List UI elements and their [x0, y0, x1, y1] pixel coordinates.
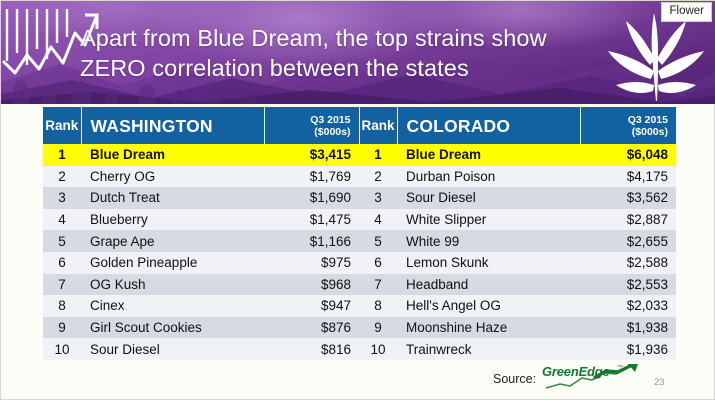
- cell-value-colorado: $2,887: [580, 208, 676, 231]
- cell-rank-colorado: 6: [359, 251, 397, 274]
- greenedge-growth-line-icon: [545, 364, 638, 389]
- cell-rank-washington: 6: [43, 251, 81, 274]
- cell-rank-washington: 10: [43, 338, 81, 360]
- cell-rank-colorado: 3: [359, 187, 397, 209]
- cell-strain-colorado: Blue Dream: [397, 144, 580, 166]
- cell-rank-colorado: 9: [359, 316, 397, 339]
- cell-strain-washington: Cherry OG: [81, 165, 264, 188]
- cell-value-colorado: $1,938: [580, 316, 676, 339]
- page-title: Apart from Blue Dream, the top strains s…: [80, 25, 547, 81]
- table-row[interactable]: 1 Blue Dream $3,415 1 Blue Dream $6,048: [43, 144, 676, 166]
- cell-rank-colorado: 2: [359, 165, 397, 188]
- col-header-value-colorado-line2: ($000s): [631, 125, 668, 138]
- table-row[interactable]: 5 Grape Ape $1,166 5 White 99 $2,655: [43, 230, 676, 252]
- cannabis-leaf-icon: [608, 13, 704, 101]
- col-header-washington: WASHINGTON: [81, 107, 265, 144]
- cell-value-colorado: $2,588: [580, 251, 676, 274]
- cell-value-washington: $816: [264, 338, 359, 360]
- col-header-value-colorado: Q3 2015 ($000s): [580, 107, 676, 144]
- cell-value-colorado: $1,936: [580, 338, 676, 360]
- table-header-row: Rank WASHINGTON Q3 2015 ($000s) Rank COL…: [43, 107, 676, 144]
- cell-value-washington: $968: [264, 273, 359, 296]
- cell-strain-washington: Blue Dream: [81, 144, 264, 166]
- cell-rank-washington: 2: [43, 165, 81, 188]
- cell-rank-washington: 8: [43, 295, 81, 317]
- cell-value-colorado: $2,655: [580, 230, 676, 252]
- col-header-rank-colorado: Rank: [359, 107, 398, 144]
- cell-strain-colorado: White Slipper: [397, 208, 580, 231]
- col-header-value-washington: Q3 2015 ($000s): [264, 107, 360, 144]
- cell-rank-washington: 1: [43, 144, 81, 166]
- cell-value-washington: $3,415: [264, 144, 359, 166]
- cell-rank-colorado: 8: [359, 295, 397, 317]
- cell-rank-colorado: 10: [359, 338, 397, 360]
- greenedge-logo-trademark: ™: [617, 365, 623, 371]
- cell-value-washington: $876: [264, 316, 359, 339]
- cell-value-washington: $1,475: [264, 208, 359, 231]
- col-header-colorado: COLORADO: [397, 107, 581, 144]
- cell-strain-colorado: Lemon Skunk: [397, 251, 580, 274]
- cell-strain-colorado: Hell's Angel OG: [397, 295, 580, 317]
- cell-strain-colorado: Durban Poison: [397, 165, 580, 188]
- cell-strain-washington: Sour Diesel: [81, 338, 264, 360]
- cell-value-colorado: $3,562: [580, 187, 676, 209]
- source-label: Source:: [493, 372, 537, 386]
- table-row[interactable]: 6 Golden Pineapple $975 6 Lemon Skunk $2,588: [43, 251, 676, 274]
- table-row[interactable]: 4 Blueberry $1,475 4 White Slipper $2,887: [43, 208, 676, 231]
- col-header-value-washington-line2: ($000s): [314, 125, 351, 138]
- table-row[interactable]: 9 Girl Scout Cookies $876 9 Moonshine Haze $1…: [43, 316, 676, 339]
- table-header: Rank WASHINGTON Q3 2015 ($000s) Rank COL…: [43, 107, 676, 144]
- col-header-value-colorado-line1: Q3 2015: [627, 113, 668, 126]
- table-row[interactable]: 2 Cherry OG $1,769 2 Durban Poison $4,175: [43, 165, 676, 188]
- col-header-rank-washington: Rank: [43, 107, 82, 144]
- cell-rank-colorado: 7: [359, 273, 397, 296]
- cell-value-colorado: $6,048: [580, 144, 676, 166]
- cell-value-colorado: $2,553: [580, 273, 676, 296]
- cell-strain-washington: OG Kush: [81, 273, 264, 296]
- cell-value-washington: $975: [264, 251, 359, 274]
- cell-rank-colorado: 1: [359, 144, 397, 166]
- cell-rank-washington: 9: [43, 316, 81, 339]
- cell-rank-washington: 5: [43, 230, 81, 252]
- cell-strain-washington: Cinex: [81, 295, 264, 317]
- cell-rank-colorado: 4: [359, 208, 397, 231]
- cell-value-colorado: $2,033: [580, 295, 676, 317]
- header-banner: Apart from Blue Dream, the top strains s…: [1, 1, 715, 104]
- greenedge-logo: GreenEdge ™: [542, 364, 638, 390]
- cell-strain-washington: Golden Pineapple: [81, 251, 264, 274]
- table-row[interactable]: 3 Dutch Treat $1,690 3 Sour Diesel $3,562: [43, 187, 676, 209]
- cell-value-washington: $1,166: [264, 230, 359, 252]
- cell-rank-washington: 7: [43, 273, 81, 296]
- cell-rank-washington: 4: [43, 208, 81, 231]
- greenedge-logo-text: GreenEdge: [542, 364, 610, 379]
- cell-value-washington: $1,769: [264, 165, 359, 188]
- cell-strain-colorado: White 99: [397, 230, 580, 252]
- cell-strain-washington: Blueberry: [81, 208, 264, 231]
- cell-strain-colorado: Headband: [397, 273, 580, 296]
- line-chart-icon: [1, 9, 99, 75]
- cell-strain-colorado: Trainwreck: [397, 338, 580, 360]
- table-row[interactable]: 8 Cinex $947 8 Hell's Angel OG $2,033: [43, 295, 676, 317]
- category-badge-flower[interactable]: Flower: [661, 2, 712, 22]
- cell-value-colorado: $4,175: [580, 165, 676, 188]
- table-row[interactable]: 7 OG Kush $968 7 Headband $2,553: [43, 273, 676, 296]
- cell-strain-colorado: Moonshine Haze: [397, 316, 580, 339]
- cell-strain-colorado: Sour Diesel: [397, 187, 580, 209]
- page-number: 23: [654, 377, 665, 388]
- table-row[interactable]: 10 Sour Diesel $816 10 Trainwreck $1,936: [43, 338, 676, 360]
- col-header-value-washington-line1: Q3 2015: [310, 113, 351, 126]
- table-body: 1 Blue Dream $3,415 1 Blue Dream $6,048 2 Cherr…: [43, 144, 676, 360]
- cell-strain-washington: Girl Scout Cookies: [81, 316, 264, 339]
- cell-rank-washington: 3: [43, 187, 81, 209]
- cell-strain-washington: Dutch Treat: [81, 187, 264, 209]
- cell-strain-washington: Grape Ape: [81, 230, 264, 252]
- cell-value-washington: $1,690: [264, 187, 359, 209]
- strain-rankings-table: Rank WASHINGTON Q3 2015 ($000s) Rank COL…: [43, 107, 676, 360]
- cell-value-washington: $947: [264, 295, 359, 317]
- cell-rank-colorado: 5: [359, 230, 397, 252]
